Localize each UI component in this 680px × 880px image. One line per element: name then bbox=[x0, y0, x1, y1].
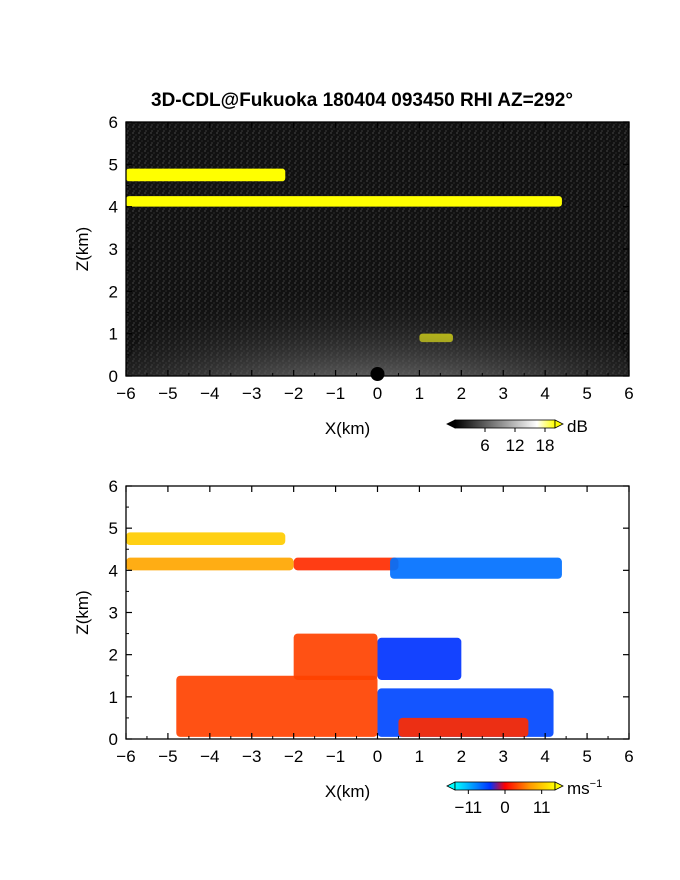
x-axis-label: X(km) bbox=[325, 419, 370, 438]
colorbar-left-arrow bbox=[446, 781, 456, 791]
x-tick-label: −3 bbox=[242, 384, 261, 403]
x-tick-label: 0 bbox=[373, 384, 382, 403]
y-tick-label: 6 bbox=[109, 477, 118, 496]
colorbar: ms−1 −11 0 11 bbox=[446, 778, 602, 817]
echo-layer-1 bbox=[126, 168, 286, 182]
y-axis-label: Z(km) bbox=[73, 590, 92, 634]
x-axis-label: X(km) bbox=[325, 782, 370, 801]
x-tick-label: 4 bbox=[540, 384, 549, 403]
y-tick-label: 3 bbox=[109, 240, 118, 259]
colorbar: dB 6 12 18 bbox=[446, 417, 588, 455]
x-tick-label: 6 bbox=[624, 747, 633, 766]
velocity-region-4 bbox=[293, 633, 378, 680]
x-tick-label: 1 bbox=[415, 747, 424, 766]
y-tick-label: 5 bbox=[109, 519, 118, 538]
x-tick-label: 3 bbox=[499, 747, 508, 766]
colorbar-right-arrow bbox=[554, 781, 564, 791]
x-tick-label: 5 bbox=[582, 747, 591, 766]
x-tick-label: 2 bbox=[457, 384, 466, 403]
y-tick-label: 5 bbox=[109, 155, 118, 174]
y-axis-label: Z(km) bbox=[73, 227, 92, 271]
x-tick-label: −3 bbox=[242, 747, 261, 766]
x-tick-label: 5 bbox=[582, 384, 591, 403]
velocity-region-6 bbox=[176, 675, 378, 737]
velocity-region-2 bbox=[293, 557, 399, 571]
velocity-region-5 bbox=[377, 637, 462, 680]
velocity-region-1 bbox=[126, 557, 294, 571]
y-tick-label: 4 bbox=[109, 198, 118, 217]
y-tick-label: 1 bbox=[109, 688, 118, 707]
x-tick-label: −2 bbox=[284, 747, 303, 766]
y-tick-label: 1 bbox=[109, 325, 118, 344]
colorbar-bar bbox=[454, 419, 556, 429]
x-tick-label: 6 bbox=[624, 384, 633, 403]
y-tick-label: 6 bbox=[109, 113, 118, 132]
x-tick-label: 4 bbox=[540, 747, 549, 766]
echo-layer-0 bbox=[126, 196, 562, 207]
x-tick-label: −4 bbox=[200, 384, 219, 403]
x-tick-label: −2 bbox=[284, 384, 303, 403]
x-tick-label: 3 bbox=[499, 384, 508, 403]
colorbar-tick-label: −11 bbox=[455, 798, 483, 817]
chart-title: 3D-CDL@Fukuoka 180404 093450 RHI AZ=292° bbox=[151, 90, 573, 111]
x-tick-label: −1 bbox=[326, 384, 345, 403]
colorbar-unit-exponent: −1 bbox=[590, 778, 603, 790]
velocity-panel: −6 −5 −4 −3 −2 −1 0 1 2 3 4 5 6 0 1 2 3 4 5 6 X(km) Z(km) ms−1… bbox=[73, 477, 634, 817]
colorbar-tick-label: 11 bbox=[533, 798, 551, 817]
colorbar-tick-label: 12 bbox=[506, 436, 525, 455]
x-tick-label: −6 bbox=[116, 747, 135, 766]
y-tick-label: 0 bbox=[109, 730, 118, 749]
x-tick-label: −1 bbox=[326, 747, 345, 766]
x-tick-label: 0 bbox=[373, 747, 382, 766]
y-tick-label: 2 bbox=[109, 646, 118, 665]
velocity-region-0 bbox=[126, 532, 286, 546]
colorbar-unit: dB bbox=[567, 417, 588, 436]
x-tick-label: 1 bbox=[415, 384, 424, 403]
colorbar-left-arrow bbox=[446, 419, 456, 429]
y-tick-label: 4 bbox=[109, 561, 118, 580]
x-tick-label: −6 bbox=[116, 384, 135, 403]
colorbar-tick-label: 6 bbox=[480, 436, 489, 455]
x-tick-label: −5 bbox=[158, 747, 177, 766]
y-tick-label: 2 bbox=[109, 282, 118, 301]
x-tick-label: −4 bbox=[200, 747, 219, 766]
colorbar-tick-label: 18 bbox=[536, 436, 555, 455]
velocity-region-3 bbox=[390, 557, 562, 579]
colorbar-right-arrow bbox=[554, 419, 564, 429]
x-tick-label: −5 bbox=[158, 384, 177, 403]
y-tick-label: 3 bbox=[109, 604, 118, 623]
velocity-region-8 bbox=[398, 717, 529, 737]
x-tick-label: 2 bbox=[457, 747, 466, 766]
colorbar-tick-label: 0 bbox=[500, 798, 509, 817]
y-tick-label: 0 bbox=[109, 367, 118, 386]
echo-boundary-layer bbox=[126, 265, 629, 376]
colorbar-bar bbox=[454, 781, 556, 791]
colorbar-unit: ms−1 bbox=[567, 778, 602, 798]
echo-layers bbox=[126, 168, 629, 376]
